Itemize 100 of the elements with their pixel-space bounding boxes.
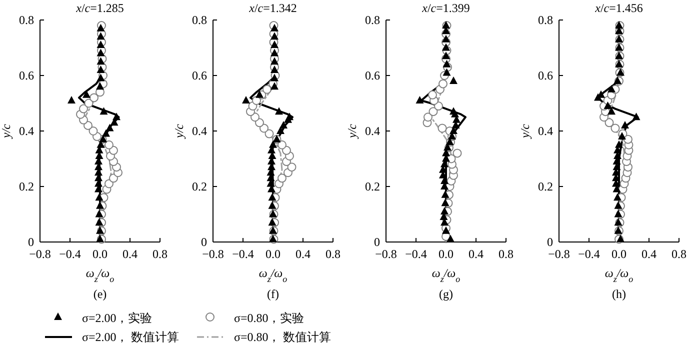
point [282, 146, 291, 155]
point [242, 96, 250, 104]
point [269, 140, 277, 148]
point [442, 226, 450, 234]
point [286, 112, 294, 120]
point [100, 107, 108, 115]
legend-label: σ=0.80，实验 [234, 311, 304, 325]
point [270, 24, 278, 32]
point [96, 65, 105, 73]
text: (g) [439, 287, 453, 301]
point [270, 82, 278, 90]
x-axis-title: ω$_{z}$/ω$_{o}$ [86, 266, 115, 284]
x-tick-label: 0.8 [498, 247, 514, 261]
y-tick-label: 0.2 [19, 180, 34, 194]
x-tick-label: −0.4 [59, 247, 81, 261]
point [96, 74, 105, 82]
point [278, 174, 286, 183]
point [109, 146, 118, 155]
y-tick-label: 0 [28, 235, 34, 249]
point [256, 90, 264, 98]
point [424, 112, 432, 122]
point [262, 84, 272, 94]
point [604, 118, 614, 128]
x-axis-title: ω$_{z}$/ω$_{o}$ [604, 266, 634, 284]
chart-title: x/c=1.456 [594, 1, 643, 15]
y-tick-label: 0.2 [365, 180, 380, 194]
y-tick-label: 0.8 [365, 13, 380, 27]
x-tick-label: 0.8 [326, 247, 340, 261]
point [90, 93, 98, 102]
x-tick-label: −0.4 [405, 247, 427, 261]
x-tick-label: −0.4 [578, 247, 600, 261]
point [270, 74, 278, 82]
point [614, 210, 622, 218]
point [102, 129, 110, 137]
y-tick-label: 0.8 [538, 13, 553, 27]
text: (e) [93, 287, 107, 301]
point [442, 68, 451, 76]
y-tick-label: 0.4 [538, 124, 553, 138]
point [270, 32, 278, 40]
x-tick-label: −0.8 [29, 247, 51, 261]
point [95, 193, 104, 201]
point [268, 201, 276, 209]
y-tick-label: 0.6 [19, 68, 34, 82]
point [608, 84, 616, 92]
y-tick-label: 0.4 [365, 124, 380, 138]
x-tick-label: 0.0 [612, 247, 626, 261]
point [96, 57, 105, 65]
point [621, 120, 629, 128]
point [96, 48, 105, 56]
chart-title: x/c=1.399 [421, 1, 470, 15]
point [438, 79, 448, 88]
x-tick-label: −0.4 [232, 247, 254, 261]
x-axis-title: ω$_{z}$/ω$_{o}$ [258, 266, 288, 284]
point [275, 107, 283, 115]
point [610, 124, 620, 133]
x-tick-label: 0.4 [642, 247, 656, 261]
x-tick-label: 0.4 [296, 247, 310, 261]
y-axis-title: y/c [172, 123, 186, 139]
y-tick-label: 0.6 [192, 68, 207, 82]
point [88, 126, 98, 136]
x-tick-label: 0.0 [92, 247, 108, 261]
point [106, 124, 114, 132]
x-tick-label: 0.4 [122, 247, 138, 261]
y-axis-title: y/c [345, 123, 359, 139]
point [452, 148, 462, 158]
point [450, 76, 458, 84]
x-tick-label: 0.0 [438, 247, 454, 261]
point [96, 82, 104, 90]
point [96, 40, 105, 48]
point [442, 60, 451, 68]
point [632, 112, 640, 120]
point [428, 107, 438, 116]
y-tick-label: 0 [547, 235, 553, 249]
chart-title: x/c=1.342 [248, 1, 297, 15]
x-tick-label: 0.8 [672, 247, 686, 261]
point [446, 234, 454, 242]
point [270, 57, 278, 65]
y-tick-label: 0.6 [365, 68, 380, 82]
point [268, 193, 276, 201]
point [618, 132, 626, 140]
point [434, 102, 443, 111]
point [278, 140, 286, 150]
y-tick-label: 0.8 [19, 13, 34, 27]
point [615, 140, 623, 148]
point [614, 193, 622, 201]
y-tick-label: 0.4 [192, 124, 207, 138]
point [104, 140, 114, 150]
point [96, 24, 105, 32]
point [96, 201, 104, 209]
point [604, 102, 612, 110]
y-tick-label: 0 [374, 235, 380, 249]
y-axis-title: y/c [0, 123, 13, 139]
point [270, 48, 278, 56]
point [112, 112, 120, 120]
point [84, 98, 94, 108]
point [614, 201, 622, 209]
chart-title: x/c=1.285 [75, 1, 124, 15]
y-tick-label: 0.2 [538, 180, 553, 194]
x-tick-label: 0.0 [266, 247, 280, 261]
point [68, 96, 76, 104]
